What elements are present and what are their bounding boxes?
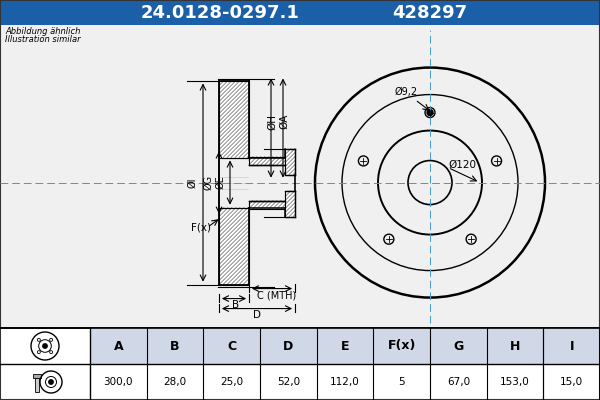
Circle shape — [49, 380, 53, 384]
Text: A: A — [113, 340, 123, 352]
Text: B: B — [232, 300, 239, 310]
Text: 5: 5 — [398, 377, 405, 387]
Bar — [430, 328, 487, 364]
Text: I: I — [569, 340, 574, 352]
Bar — [219, 80, 249, 158]
Circle shape — [43, 344, 47, 348]
Bar — [285, 148, 295, 174]
Bar — [249, 200, 285, 208]
Text: E: E — [341, 340, 349, 352]
Bar — [219, 208, 249, 284]
Text: ØI: ØI — [187, 177, 197, 188]
Text: D: D — [283, 340, 293, 352]
Text: 24.0128-0297.1: 24.0128-0297.1 — [140, 4, 299, 22]
Bar — [285, 190, 295, 216]
Text: G: G — [453, 340, 463, 352]
Text: H: H — [510, 340, 520, 352]
Text: Ø9,2: Ø9,2 — [395, 86, 418, 96]
Text: Ø120: Ø120 — [448, 160, 476, 170]
Bar — [35, 378, 39, 392]
Bar — [146, 328, 203, 364]
Text: D: D — [253, 310, 261, 320]
Text: 25,0: 25,0 — [220, 377, 243, 387]
Text: ØA: ØA — [279, 114, 289, 129]
Text: 428297: 428297 — [392, 4, 467, 22]
Text: Illustration similar: Illustration similar — [5, 34, 80, 44]
Text: C: C — [227, 340, 236, 352]
Bar — [90, 328, 146, 364]
Text: 15,0: 15,0 — [560, 377, 583, 387]
Text: ØH: ØH — [267, 114, 277, 130]
Text: 67,0: 67,0 — [447, 377, 470, 387]
Text: B: B — [170, 340, 180, 352]
Text: ØG: ØG — [203, 175, 213, 190]
Text: 300,0: 300,0 — [104, 377, 133, 387]
Bar — [203, 328, 260, 364]
Bar — [0, 328, 600, 400]
Text: F(x): F(x) — [388, 340, 416, 352]
Bar — [33, 374, 41, 378]
Text: 52,0: 52,0 — [277, 377, 300, 387]
Text: F(x): F(x) — [191, 222, 211, 232]
Bar — [249, 156, 285, 164]
Bar — [487, 328, 544, 364]
Text: 153,0: 153,0 — [500, 377, 530, 387]
Text: C (MTH): C (MTH) — [257, 290, 296, 300]
Bar — [0, 0, 600, 25]
Bar — [373, 328, 430, 364]
Bar — [260, 328, 317, 364]
Text: ØE: ØE — [215, 176, 225, 190]
Bar — [544, 328, 600, 364]
Text: 112,0: 112,0 — [330, 377, 360, 387]
Bar — [317, 328, 373, 364]
Text: 28,0: 28,0 — [163, 377, 187, 387]
Circle shape — [427, 110, 433, 116]
Text: Abbildung ähnlich: Abbildung ähnlich — [5, 28, 80, 36]
